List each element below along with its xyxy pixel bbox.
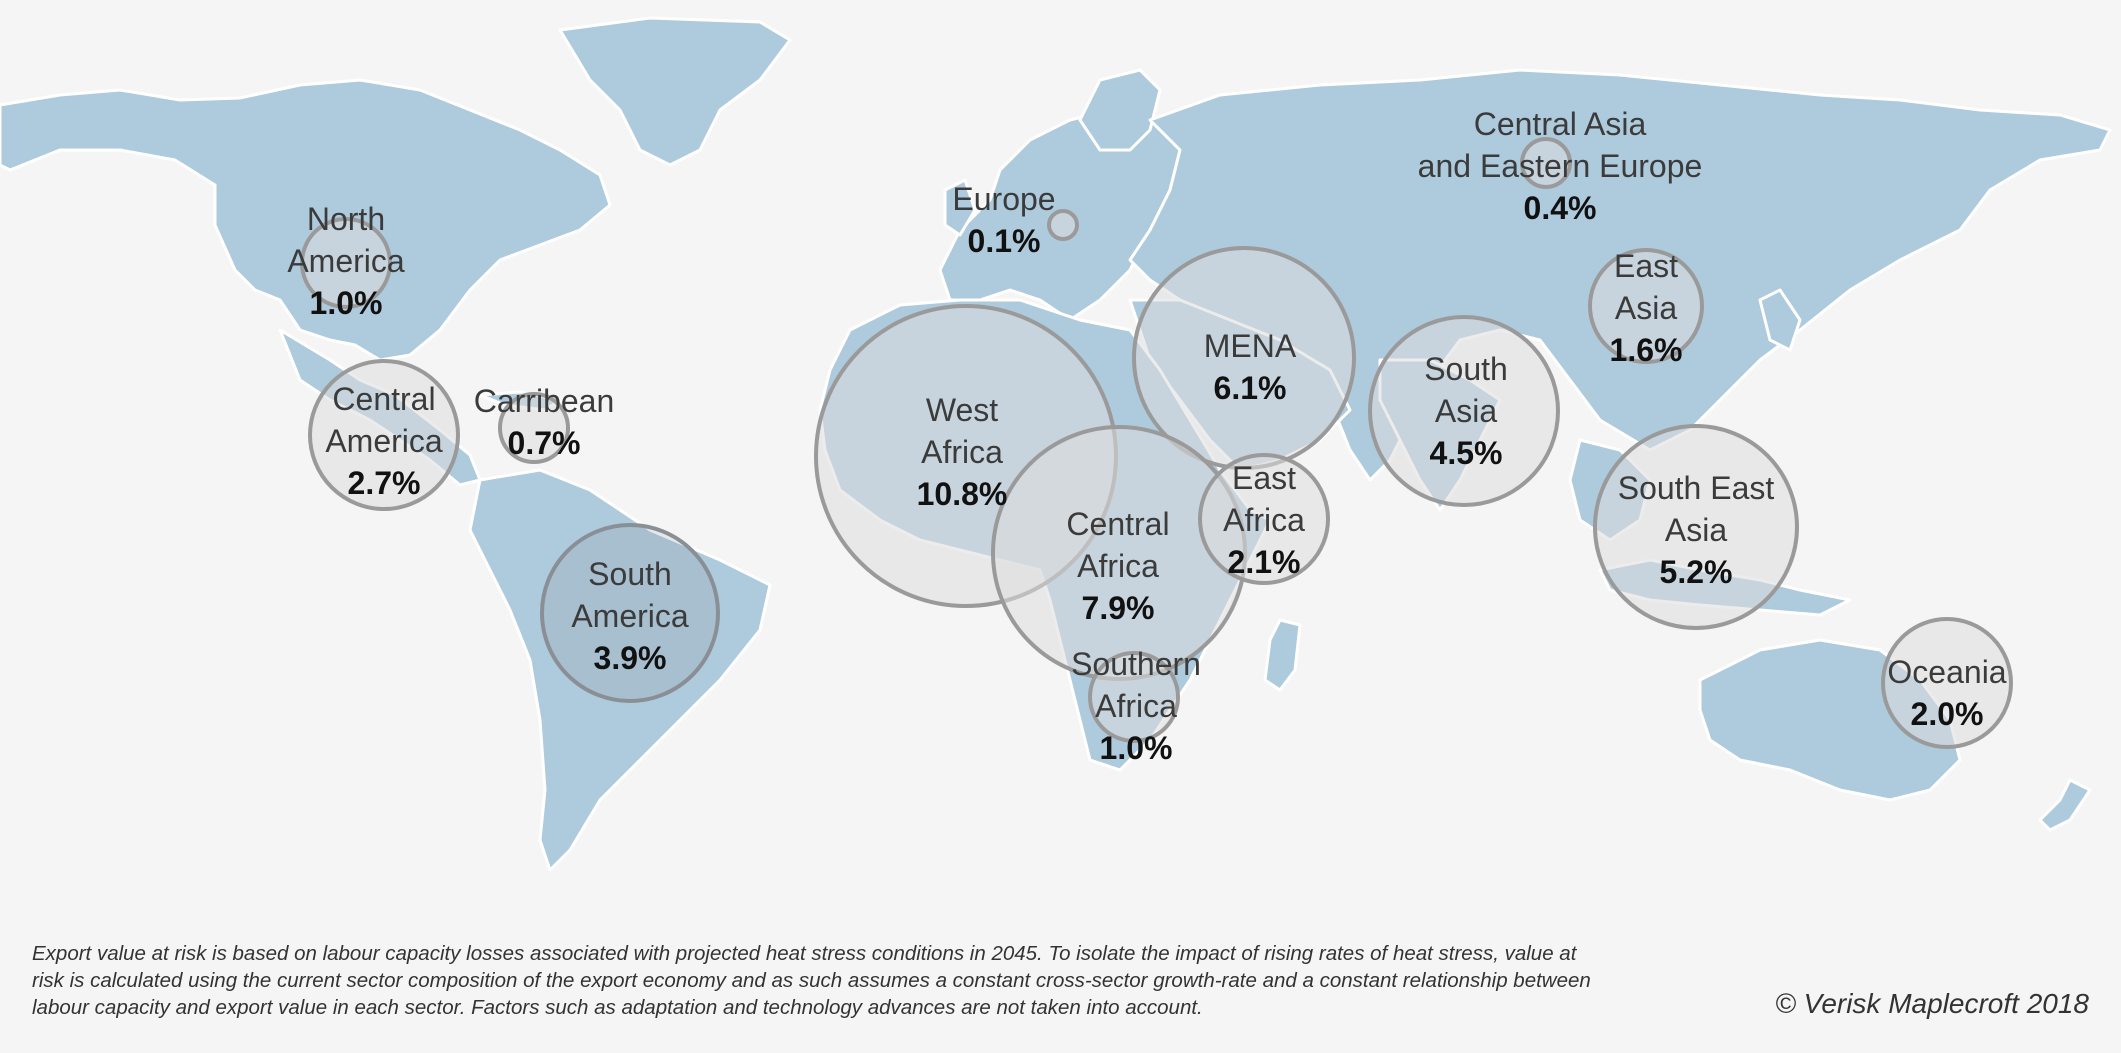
bubble-central-america: [308, 359, 460, 511]
region-label-europe: Europe 0.1%: [952, 178, 1055, 262]
region-name-line: America: [325, 423, 443, 459]
greenland: [558, 16, 792, 167]
region-label-central-america: Central America 2.7%: [325, 378, 442, 504]
region-label-south-america: South America 3.9%: [571, 553, 688, 679]
region-name-line: Asia: [1664, 512, 1728, 548]
region-name-line: America: [571, 598, 689, 634]
region-name-line: Central: [1066, 506, 1170, 542]
region-label-south-east-asia: South East Asia 5.2%: [1618, 467, 1775, 593]
new-zealand-land: [2038, 778, 2092, 832]
region-label-east-asia: East Asia 1.6%: [1610, 245, 1683, 371]
region-value: 0.7%: [507, 425, 581, 461]
bubble-carribean: [498, 392, 570, 464]
madagascar-land: [1263, 618, 1302, 692]
region-name-line: Africa: [1223, 502, 1305, 538]
region-name-line: South: [588, 556, 672, 592]
region-value: 3.9%: [593, 640, 667, 676]
region-name-line: Asia: [1614, 290, 1678, 326]
japan-land: [1758, 288, 1802, 352]
region-value: 2.1%: [1227, 544, 1301, 580]
bubble-north-america: [300, 217, 392, 309]
bubble-southern-africa: [1088, 651, 1180, 743]
bubble-south-america: [540, 523, 720, 703]
region-value: 5.2%: [1659, 554, 1733, 590]
region-name-line: and Eastern Europe: [1417, 148, 1703, 184]
bubble-east-africa: [1198, 453, 1330, 585]
region-value: 10.8%: [916, 476, 1008, 512]
region-value: 2.7%: [347, 465, 421, 501]
region-label-central-africa: Central Africa 7.9%: [1066, 503, 1169, 629]
region-name-line: America: [287, 243, 405, 279]
scandinavia-land: [1078, 68, 1162, 152]
region-label-carribean: Carribean 0.7%: [474, 380, 615, 464]
region-name-line: East: [1231, 460, 1297, 496]
region-name-line: Central Asia: [1473, 106, 1647, 142]
region-name-line: Central: [332, 381, 436, 417]
region-value: 4.5%: [1429, 435, 1503, 471]
region-name-line: Africa: [1095, 688, 1177, 724]
footnote: Export value at risk is based on labour …: [32, 942, 1591, 1019]
bubble-south-east-asia: [1593, 424, 1799, 630]
region-label-east-africa: East Africa 2.1%: [1223, 457, 1305, 583]
south-america-land: [468, 468, 772, 872]
region-label-central-asia-eastern-europe: Central Asia and Eastern Europe 0.4%: [1418, 103, 1703, 229]
copyright: © Verisk Maplecroft 2018: [1775, 988, 2089, 1019]
region-name-line: MENA: [1203, 328, 1297, 364]
region-value: 0.4%: [1523, 190, 1597, 226]
region-label-south-asia: South Asia 4.5%: [1424, 348, 1508, 474]
region-name-line: North: [306, 201, 386, 237]
bubble-europe: [1047, 209, 1079, 241]
value-bubbles: [300, 137, 2013, 749]
region-name-line: Southern: [1071, 646, 1201, 682]
region-name-line: Africa: [921, 434, 1003, 470]
region-name-line: Carribean: [473, 383, 615, 419]
bubble-oceania: [1881, 617, 2013, 749]
region-label-southern-africa: Southern Africa 1.0%: [1071, 643, 1201, 769]
region-value: 0.1%: [967, 223, 1041, 259]
region-value: 1.0%: [309, 285, 383, 321]
bubble-south-asia: [1368, 315, 1560, 507]
bubble-east-asia: [1588, 248, 1704, 364]
region-name-line: South East: [1617, 470, 1775, 506]
region-value: 1.6%: [1609, 332, 1683, 368]
region-label-north-america: North America 1.0%: [287, 198, 404, 324]
region-name-line: Europe: [952, 181, 1056, 217]
region-name-line: Africa: [1077, 548, 1159, 584]
region-name-line: Oceania: [1887, 654, 2007, 690]
region-label-west-africa: West Africa 10.8%: [917, 389, 1008, 515]
region-label-oceania: Oceania 2.0%: [1887, 651, 2006, 735]
bubble-central-asia-eastern-europe: [1520, 137, 1572, 189]
region-name-line: East: [1613, 248, 1679, 284]
north-america-land: [0, 78, 612, 362]
region-value: 6.1%: [1213, 370, 1287, 406]
uk-land: [943, 178, 977, 237]
region-name-line: South: [1424, 351, 1508, 387]
region-value: 1.0%: [1099, 730, 1173, 766]
region-value: 2.0%: [1910, 696, 1984, 732]
region-label-mena: MENA 6.1%: [1204, 325, 1296, 409]
region-name-line: West: [925, 392, 999, 428]
region-name-line: Asia: [1434, 393, 1498, 429]
region-value: 7.9%: [1081, 590, 1155, 626]
